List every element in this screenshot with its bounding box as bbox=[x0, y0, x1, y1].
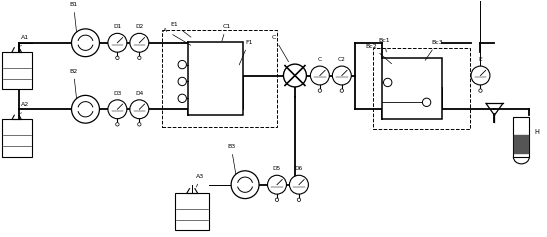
Circle shape bbox=[108, 100, 127, 119]
Circle shape bbox=[267, 175, 287, 194]
Circle shape bbox=[297, 198, 301, 201]
Text: A1: A1 bbox=[21, 35, 28, 46]
Circle shape bbox=[231, 171, 259, 199]
Circle shape bbox=[138, 123, 141, 126]
Bar bbox=[514, 117, 529, 157]
Circle shape bbox=[340, 89, 344, 92]
Circle shape bbox=[333, 66, 351, 85]
Text: D1: D1 bbox=[113, 24, 121, 29]
Circle shape bbox=[130, 100, 149, 119]
Circle shape bbox=[310, 66, 329, 85]
Circle shape bbox=[289, 175, 309, 194]
Text: F1: F1 bbox=[239, 40, 253, 65]
Bar bbox=[2, 52, 32, 89]
Circle shape bbox=[178, 94, 187, 103]
Text: C1: C1 bbox=[222, 24, 230, 41]
Circle shape bbox=[116, 56, 119, 59]
Circle shape bbox=[383, 78, 392, 87]
Circle shape bbox=[318, 89, 322, 92]
Text: B3: B3 bbox=[227, 144, 236, 176]
Circle shape bbox=[116, 123, 119, 126]
Text: Bc2: Bc2 bbox=[366, 44, 392, 64]
Circle shape bbox=[283, 64, 306, 87]
Bar bbox=[2, 119, 32, 157]
Circle shape bbox=[471, 66, 490, 85]
Text: E: E bbox=[479, 57, 482, 62]
Circle shape bbox=[422, 98, 431, 106]
Text: C: C bbox=[318, 57, 322, 62]
Circle shape bbox=[178, 77, 187, 86]
Text: D3: D3 bbox=[113, 91, 121, 96]
Circle shape bbox=[138, 56, 141, 59]
Circle shape bbox=[479, 89, 482, 92]
Text: H: H bbox=[534, 129, 539, 135]
Text: Bc3: Bc3 bbox=[425, 40, 444, 60]
Text: A: A bbox=[164, 28, 191, 45]
Bar bbox=[382, 58, 441, 119]
Text: C: C bbox=[272, 35, 289, 62]
Bar bbox=[175, 193, 209, 230]
Text: D5: D5 bbox=[273, 166, 281, 171]
Text: C2: C2 bbox=[338, 57, 346, 62]
Bar bbox=[188, 42, 243, 115]
Circle shape bbox=[130, 33, 149, 52]
Text: B2: B2 bbox=[69, 68, 78, 101]
Circle shape bbox=[275, 198, 279, 201]
Text: D4: D4 bbox=[135, 91, 143, 96]
Text: D6: D6 bbox=[295, 166, 303, 171]
Circle shape bbox=[72, 95, 100, 123]
Bar bbox=[373, 48, 469, 129]
Text: E1: E1 bbox=[170, 22, 191, 37]
Text: B1: B1 bbox=[69, 2, 78, 34]
Circle shape bbox=[108, 33, 127, 52]
Bar bbox=[162, 30, 277, 127]
Text: A3: A3 bbox=[196, 174, 205, 187]
Circle shape bbox=[178, 60, 187, 69]
Text: A2: A2 bbox=[20, 102, 29, 114]
Text: D2: D2 bbox=[135, 24, 143, 29]
Text: Bc1: Bc1 bbox=[379, 38, 391, 52]
Circle shape bbox=[72, 29, 100, 57]
